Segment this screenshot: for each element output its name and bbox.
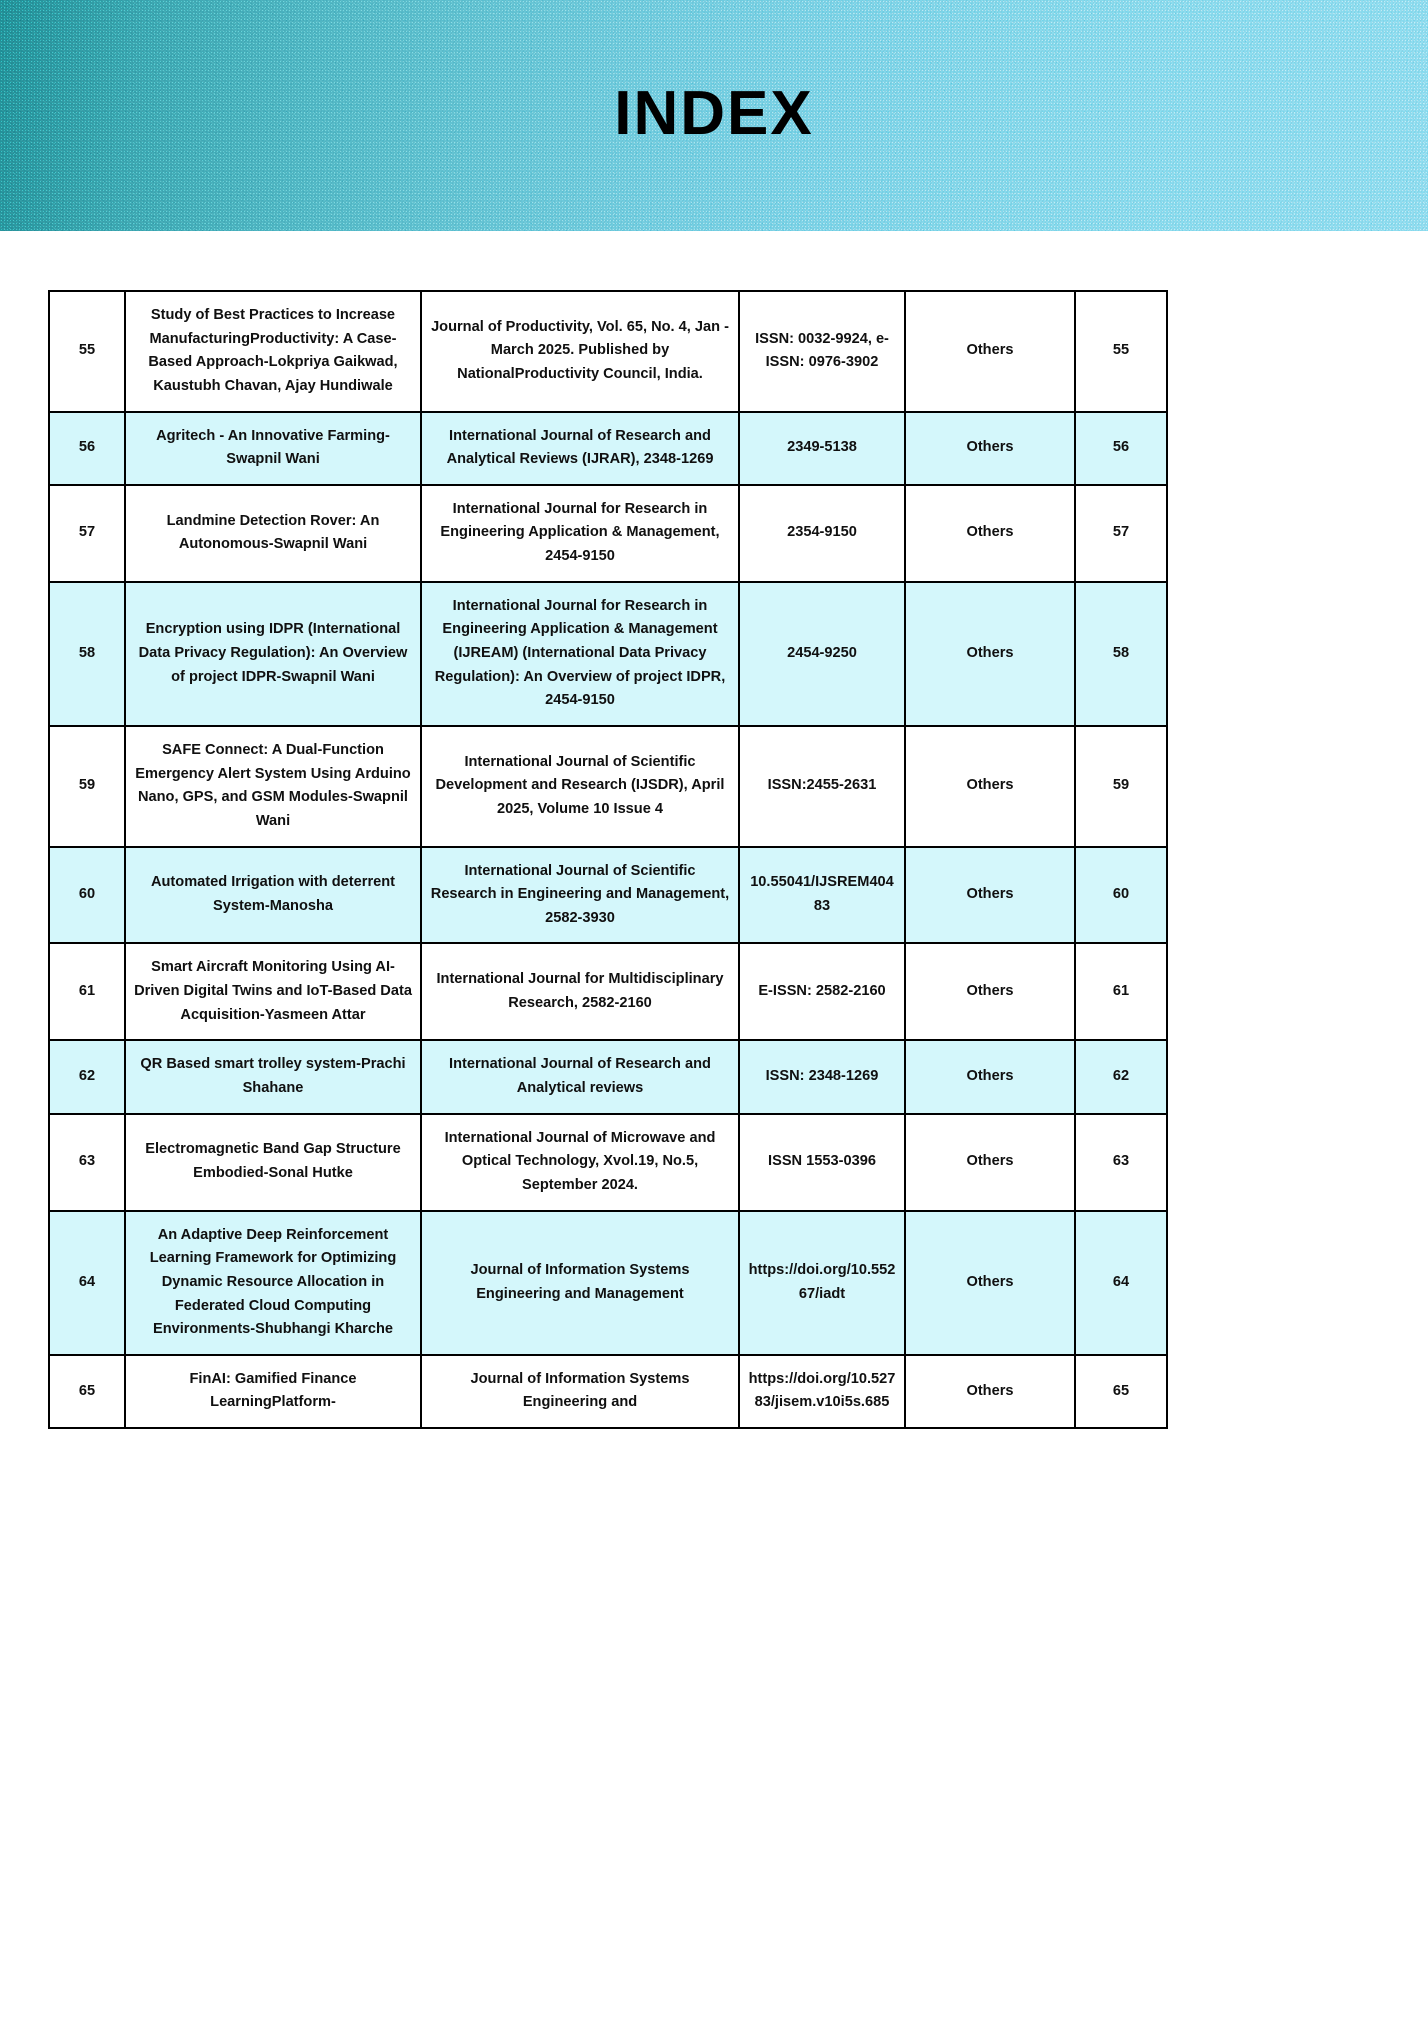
cell-journal-details: International Journal of Microwave and O…: [420, 1112, 740, 1212]
cell-issn-doi: 2354-9150: [738, 483, 906, 583]
cell-type: Others: [904, 942, 1076, 1042]
cell-issn-doi: ISSN:2455-2631: [738, 724, 906, 848]
table-row: 56 Agritech - An Innovative Farming-Swapn…: [48, 410, 1168, 486]
cell-title-author: An Adaptive Deep Reinforcement Learning …: [124, 1209, 422, 1356]
table-row: 65 FinAI: Gamified Finance LearningPlatfo…: [48, 1353, 1168, 1430]
cell-page-no: 58: [1074, 580, 1168, 727]
cell-type: Others: [904, 1353, 1076, 1430]
cell-title-author: Smart Aircraft Monitoring Using AI-Drive…: [124, 942, 422, 1042]
cell-type: Others: [904, 1209, 1076, 1356]
cell-journal-details: International Journal of Research and An…: [420, 410, 740, 486]
cell-issn-doi: ISSN 1553-0396: [738, 1112, 906, 1212]
cell-type: Others: [904, 724, 1076, 848]
cell-title-author: Agritech - An Innovative Farming-Swapnil…: [124, 410, 422, 486]
cell-type: Others: [904, 290, 1076, 413]
cell-page-no: 63: [1074, 1112, 1168, 1212]
cell-type: Others: [904, 580, 1076, 727]
cell-sr-no: 59: [48, 724, 126, 848]
cell-journal-details: Journal of Information Systems Engineeri…: [420, 1353, 740, 1430]
cell-sr-no: 58: [48, 580, 126, 727]
cell-journal-details: International Journal for Research in En…: [420, 580, 740, 727]
cell-sr-no: 56: [48, 410, 126, 486]
cell-page-no: 56: [1074, 410, 1168, 486]
cell-journal-details: Journal of Productivity, Vol. 65, No. 4,…: [420, 290, 740, 413]
banner-grain-overlay: [0, 0, 1428, 231]
cell-type: Others: [904, 845, 1076, 945]
table-row: 60 Automated Irrigation with deterrent Sy…: [48, 845, 1168, 945]
table-row: 59 SAFE Connect: A Dual-Function Emergenc…: [48, 724, 1168, 848]
cell-page-no: 64: [1074, 1209, 1168, 1356]
cell-issn-doi: ISSN: 0032-9924, e-ISSN: 0976-3902: [738, 290, 906, 413]
cell-title-author: SAFE Connect: A Dual-Function Emergency …: [124, 724, 422, 848]
table-row: 64 An Adaptive Deep Reinforcement Learnin…: [48, 1209, 1168, 1356]
table-row: 55 Study of Best Practices to Increase Ma…: [48, 290, 1168, 413]
cell-page-no: 61: [1074, 942, 1168, 1042]
cell-journal-details: International Journal for Multidisciplin…: [420, 942, 740, 1042]
cell-issn-doi: https://doi.org/10.52783/jisem.v10i5s.68…: [738, 1353, 906, 1430]
cell-page-no: 55: [1074, 290, 1168, 413]
cell-type: Others: [904, 410, 1076, 486]
index-table: 55 Study of Best Practices to Increase Ma…: [48, 290, 1168, 1430]
cell-issn-doi: 2454-9250: [738, 580, 906, 727]
table-row: 61 Smart Aircraft Monitoring Using AI-Dri…: [48, 942, 1168, 1042]
cell-sr-no: 57: [48, 483, 126, 583]
cell-title-author: Automated Irrigation with deterrent Syst…: [124, 845, 422, 945]
cell-title-author: Encryption using IDPR (International Dat…: [124, 580, 422, 727]
cell-issn-doi: 2349-5138: [738, 410, 906, 486]
cell-sr-no: 64: [48, 1209, 126, 1356]
cell-journal-details: International Journal of Scientific Deve…: [420, 724, 740, 848]
cell-title-author: Electromagnetic Band Gap Structure Embod…: [124, 1112, 422, 1212]
index-table-container: 55 Study of Best Practices to Increase Ma…: [48, 290, 1168, 1430]
cell-journal-details: International Journal of Research and An…: [420, 1039, 740, 1115]
cell-page-no: 62: [1074, 1039, 1168, 1115]
cell-type: Others: [904, 483, 1076, 583]
cell-title-author: Landmine Detection Rover: An Autonomous-…: [124, 483, 422, 583]
index-table-body: 55 Study of Best Practices to Increase Ma…: [48, 290, 1168, 1430]
cell-page-no: 65: [1074, 1353, 1168, 1430]
cell-type: Others: [904, 1039, 1076, 1115]
banner-texture-overlay: [0, 0, 1428, 231]
cell-issn-doi: https://doi.org/10.55267/iadt: [738, 1209, 906, 1356]
cell-sr-no: 62: [48, 1039, 126, 1115]
page-title: INDEX: [614, 79, 814, 148]
cell-title-author: FinAI: Gamified Finance LearningPlatform…: [124, 1353, 422, 1430]
cell-sr-no: 60: [48, 845, 126, 945]
cell-sr-no: 63: [48, 1112, 126, 1212]
table-row: 57 Landmine Detection Rover: An Autonomou…: [48, 483, 1168, 583]
table-row: 58 Encryption using IDPR (International D…: [48, 580, 1168, 727]
cell-issn-doi: E-ISSN: 2582-2160: [738, 942, 906, 1042]
cell-sr-no: 65: [48, 1353, 126, 1430]
cell-page-no: 57: [1074, 483, 1168, 583]
cell-issn-doi: 10.55041/IJSREM40483: [738, 845, 906, 945]
cell-page-no: 60: [1074, 845, 1168, 945]
cell-sr-no: 55: [48, 290, 126, 413]
cell-type: Others: [904, 1112, 1076, 1212]
cell-journal-details: Journal of Information Systems Engineeri…: [420, 1209, 740, 1356]
cell-title-author: QR Based smart trolley system-Prachi Sha…: [124, 1039, 422, 1115]
page-header-banner: INDEX: [0, 0, 1428, 231]
table-row: 63 Electromagnetic Band Gap Structure Emb…: [48, 1112, 1168, 1212]
cell-page-no: 59: [1074, 724, 1168, 848]
cell-title-author: Study of Best Practices to Increase Manu…: [124, 290, 422, 413]
cell-journal-details: International Journal for Research in En…: [420, 483, 740, 583]
cell-sr-no: 61: [48, 942, 126, 1042]
cell-issn-doi: ISSN: 2348-1269: [738, 1039, 906, 1115]
cell-journal-details: International Journal of Scientific Rese…: [420, 845, 740, 945]
table-row: 62 QR Based smart trolley system-Prachi S…: [48, 1039, 1168, 1115]
